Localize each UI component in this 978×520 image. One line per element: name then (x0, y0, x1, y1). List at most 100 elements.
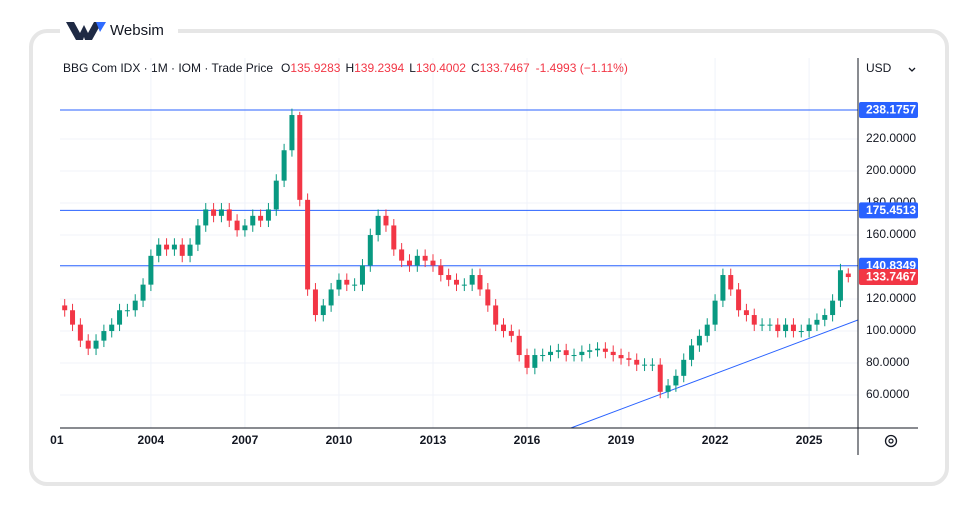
candle-body (140, 284, 146, 301)
settings-ring[interactable] (884, 434, 898, 448)
candle-body (508, 331, 514, 336)
price-badge (859, 101, 918, 118)
y-tick-label: 120.0000 (866, 291, 916, 305)
candle-body (359, 265, 365, 285)
candle-body (273, 180, 279, 210)
candle-body (618, 355, 624, 359)
ohlc-value: 130.4002 (416, 61, 466, 75)
candle-body (250, 215, 256, 226)
candle-body (171, 244, 177, 250)
candle-body (587, 350, 593, 352)
candle-body (77, 324, 83, 341)
price-badge-label: 175.4513 (866, 203, 916, 217)
candle-body (226, 209, 232, 221)
candle-body (101, 331, 107, 341)
candle-body (822, 315, 828, 320)
candle-body (814, 319, 820, 325)
candle-body (548, 351, 554, 356)
candle-body (493, 305, 499, 325)
candle-body (399, 249, 405, 261)
x-tick-label: 01 (50, 433, 64, 447)
candle-body (728, 275, 734, 290)
candle-body (211, 209, 217, 216)
candle-body (422, 255, 428, 261)
settings-icon[interactable] (884, 434, 898, 448)
candle-body (610, 351, 616, 356)
candle-body (642, 364, 648, 366)
x-tick-label: 2004 (138, 433, 165, 447)
currency-dropdown[interactable] (908, 67, 916, 72)
y-tick-label: 100.0000 (866, 323, 916, 337)
candle-body (712, 300, 718, 325)
candle-body (383, 215, 389, 226)
ohlc-label: C (471, 61, 480, 75)
candle-body (532, 355, 538, 368)
candle-body (626, 358, 632, 360)
currency[interactable]: USD (866, 61, 892, 75)
candle-body (93, 340, 99, 349)
settings-core[interactable] (888, 438, 894, 444)
candle-body (485, 289, 491, 306)
price-badge-label: 238.1757 (866, 103, 916, 117)
candle-body (555, 350, 561, 352)
candle-body (187, 244, 193, 256)
candle-body (649, 364, 655, 366)
candle-body (453, 279, 459, 285)
price-badge-label: 140.8349 (866, 258, 916, 272)
candle-body (634, 359, 640, 365)
candle-body (446, 275, 452, 280)
candle-body (743, 310, 749, 316)
candle-body (775, 324, 781, 332)
candle-body (164, 244, 170, 250)
candle-body (516, 335, 522, 356)
candle-body (367, 235, 373, 266)
legend-header: BBG Com IDX · 1M · IOM · Trade Price O135… (63, 61, 628, 75)
candle-body (117, 310, 123, 325)
candle-body (430, 260, 436, 266)
candle-body (391, 225, 397, 250)
candle-body (837, 270, 843, 301)
ohlc-value: 135.9283 (290, 61, 340, 75)
candle-body (414, 255, 420, 266)
candle-body (438, 265, 444, 276)
candle-body (657, 364, 663, 392)
candle-body (305, 199, 311, 290)
candle-body (109, 324, 115, 332)
y-tick-label: 220.0000 (866, 131, 916, 145)
candle-body (406, 260, 412, 266)
y-tick-label: 80.0000 (866, 355, 910, 369)
candle-body (469, 275, 475, 285)
candle-body (234, 220, 240, 231)
candle-body (352, 284, 358, 286)
candle-body (124, 310, 130, 312)
candle-body (203, 209, 209, 226)
candle-body (524, 355, 530, 368)
candle-body (665, 385, 671, 392)
candle-body (602, 348, 608, 352)
ohlc-label: O (281, 61, 290, 75)
x-tick-label: 2007 (232, 433, 259, 447)
ohlc-label: L (409, 61, 416, 75)
candle-body (673, 375, 679, 386)
candle-body (242, 225, 248, 231)
x-tick-label: 2025 (796, 433, 823, 447)
candle-body (258, 215, 264, 221)
candle-body (720, 275, 726, 301)
candle-body (798, 331, 804, 333)
ohlc-value: 133.7467 (480, 61, 530, 75)
candle-body (297, 115, 303, 200)
candle-body (759, 324, 765, 326)
plot-area (60, 58, 858, 428)
candle-body (681, 359, 687, 376)
candle-body (501, 324, 507, 332)
price-badge (859, 269, 918, 286)
candle-body (312, 289, 318, 316)
symbol-info: BBG Com IDX · 1M · IOM · Trade Price (63, 61, 273, 75)
y-tick-label: 200.0000 (866, 163, 916, 177)
candle-body (179, 244, 185, 256)
candle-body (156, 244, 162, 256)
candle-body (477, 275, 483, 290)
candle-body (571, 355, 577, 357)
candle-body (70, 310, 76, 325)
